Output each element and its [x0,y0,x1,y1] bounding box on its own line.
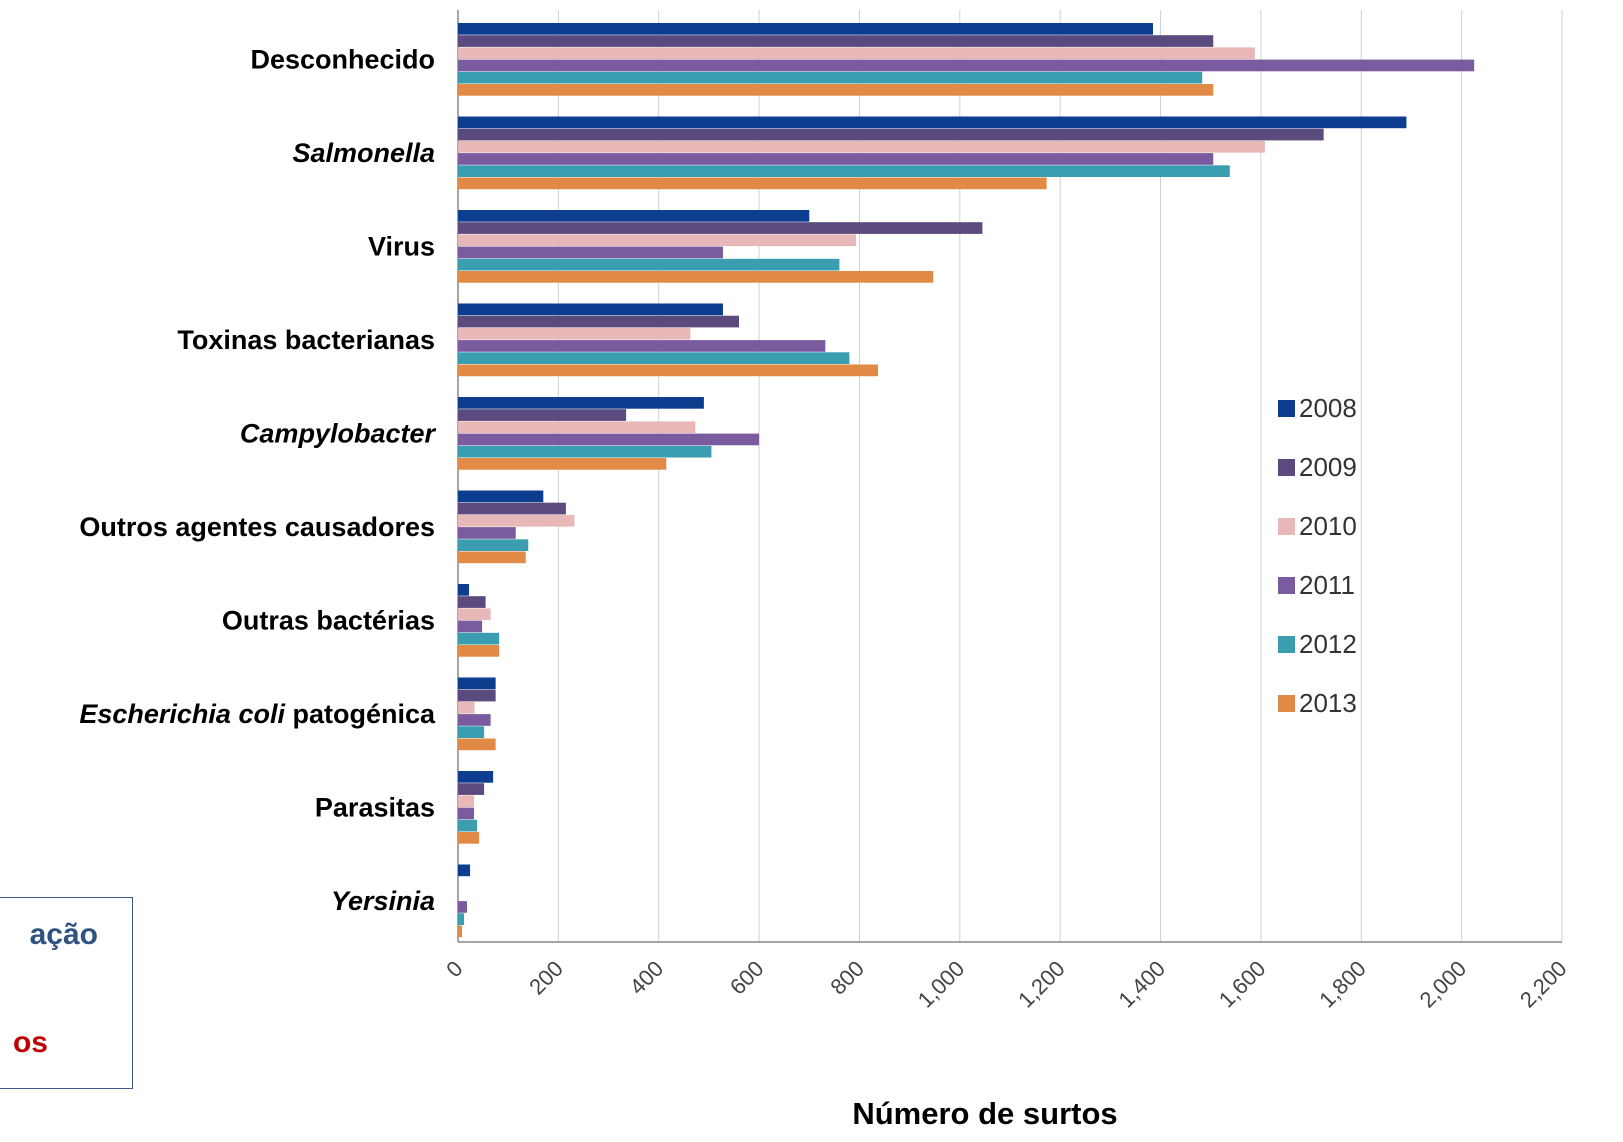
bar-2012-7 [458,726,485,738]
bar-2009-6 [458,596,486,608]
legend-label-2010: 2010 [1299,511,1357,541]
bar-2008-5 [458,490,544,503]
legend-swatch-2009 [1278,459,1295,476]
bar-2011-8 [458,807,475,820]
bar-2011-7 [458,714,491,726]
bar-2011-6 [458,620,483,633]
x-tick-label: 1,600 [1214,956,1271,1013]
bar-2013-1 [458,177,1047,190]
bar-2012-6 [458,632,500,645]
bar-2011-2 [458,246,723,259]
bar-2012-0 [458,71,1203,84]
bar-2008-9 [458,864,471,877]
bar-2008-3 [458,303,723,316]
bar-2008-8 [458,771,494,783]
bar-2010-8 [458,795,475,808]
x-tick-label: 2,200 [1515,956,1572,1013]
x-tick-label: 0 [441,956,467,982]
x-tick-label: 1,400 [1113,956,1170,1013]
legend-swatch-2008 [1278,400,1295,417]
x-tick-label: 1,800 [1314,956,1371,1013]
bar-2011-0 [458,59,1475,72]
x-tick-label: 400 [625,956,669,1000]
bar-2012-8 [458,819,478,832]
bar-2009-1 [458,128,1324,141]
legend-label-2008: 2008 [1299,393,1357,423]
bar-2010-4 [458,421,696,434]
bar-2013-9 [458,925,463,938]
bar-2009-7 [458,689,496,702]
legend-swatch-2013 [1278,695,1295,712]
bar-2013-4 [458,458,667,470]
bar-2011-3 [458,340,826,352]
category-label: Salmonella [292,138,435,168]
bar-2010-5 [458,514,575,527]
bar-2010-6 [458,608,491,621]
category-label: Desconhecido [250,45,435,75]
category-label: Yersinia [331,886,435,916]
bar-2008-6 [458,584,470,596]
bar-2013-0 [458,84,1214,96]
legend-swatch-2012 [1278,636,1295,653]
bar-2012-1 [458,165,1230,177]
bar-2013-5 [458,551,526,564]
bar-2008-1 [458,116,1407,129]
bar-2011-4 [458,433,760,446]
category-label: Virus [368,232,435,262]
bar-2012-2 [458,258,840,271]
bar-2011-1 [458,153,1214,165]
bar-2009-8 [458,783,485,795]
overlay-text-line2: os [12,1026,48,1059]
x-axis-title: Número de surtos [852,1096,1117,1131]
bar-2011-9 [458,901,468,913]
x-tick-label: 1,000 [913,956,970,1013]
x-tick-label: 2,000 [1415,956,1472,1013]
bar-2010-3 [458,327,691,340]
category-label: Campylobacter [240,419,437,449]
legend-label-2013: 2013 [1299,688,1357,718]
bar-2012-4 [458,445,712,458]
bar-2012-9 [458,913,465,925]
bar-2008-0 [458,23,1154,35]
bar-2013-2 [458,271,934,283]
bar-2008-4 [458,397,704,409]
bar-2013-3 [458,364,879,377]
overlay-text-box: ação os [0,897,133,1089]
bar-2009-0 [458,35,1214,47]
bar-2010-7 [458,701,475,714]
bar-2013-6 [458,645,500,657]
bar-2009-2 [458,222,983,234]
bar-2009-3 [458,315,740,328]
bar-2013-8 [458,832,480,844]
x-tick-label: 1,200 [1013,956,1070,1013]
bar-2013-7 [458,738,496,751]
bar-2010-2 [458,234,856,247]
legend-label-2011: 2011 [1299,570,1355,600]
category-label: Escherichia coli patogénica [79,699,436,729]
legend-label-2012: 2012 [1299,629,1357,659]
legend-swatch-2010 [1278,518,1295,535]
x-tick-label: 800 [825,956,869,1000]
bar-2012-5 [458,539,529,551]
bar-2011-5 [458,527,516,539]
x-tick-label: 600 [725,956,769,1000]
legend-label-2009: 2009 [1299,452,1357,482]
overlay-text-line1: ação [29,918,98,951]
bar-2009-5 [458,502,566,515]
x-tick-label: 200 [524,956,568,1000]
bar-2010-0 [458,47,1255,60]
bar-2012-3 [458,352,850,364]
category-label: Outros agentes causadores [79,512,435,542]
category-label: Toxinas bacterianas [177,325,435,355]
bar-2010-1 [458,140,1265,153]
category-label: Outras bactérias [222,606,435,636]
bar-2008-7 [458,677,496,690]
category-label: Parasitas [315,793,435,823]
bar-2008-2 [458,210,810,222]
bar-2009-4 [458,409,627,421]
legend-swatch-2011 [1278,577,1295,594]
